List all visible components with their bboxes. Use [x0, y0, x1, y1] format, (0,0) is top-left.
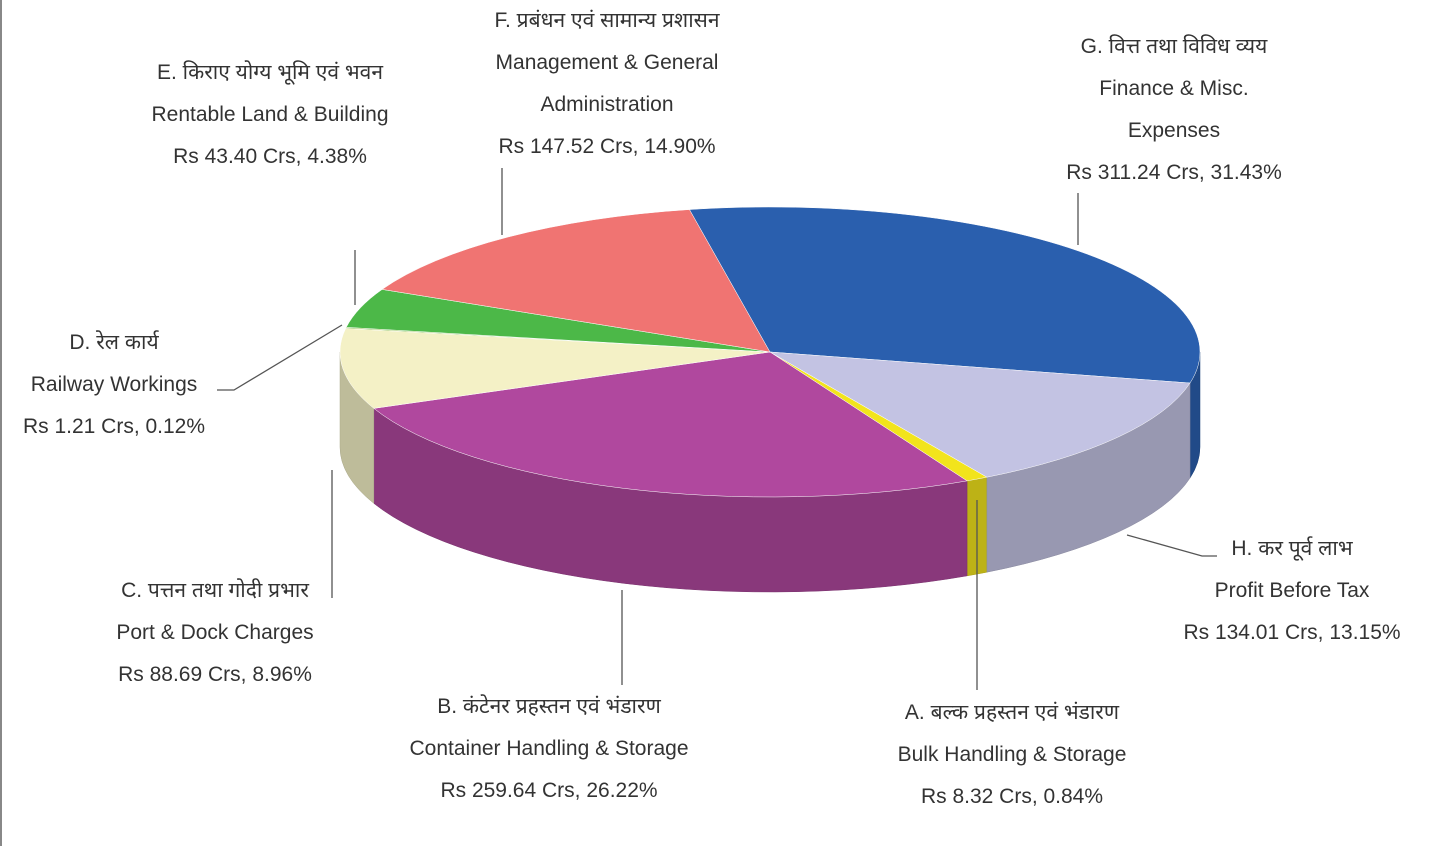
category-label: Bulk Handling & Storage	[897, 743, 1127, 766]
slice-label: A. बल्क प्रहस्तन एवं भंडारण Bulk Handling…	[862, 692, 1162, 818]
category-label: Management & General Administration	[495, 51, 719, 116]
slice	[339, 328, 771, 409]
value-label: Rs 147.52 Crs, 14.90%	[498, 135, 716, 158]
hindi-label: A. बल्क प्रहस्तन एवं भंडारण	[904, 701, 1120, 724]
value-label: Rs 134.01 Crs, 13.15%	[1183, 621, 1401, 644]
category-label: Profit Before Tax	[1214, 579, 1370, 602]
hindi-label: B. कंटेनर प्रहस्तन एवं भंडारण	[437, 695, 661, 718]
value-label: Rs 311.24 Crs, 31.43%	[1066, 161, 1282, 184]
slice-label: F. प्रबंधन एवं सामान्य प्रशासन Management…	[467, 0, 747, 168]
hindi-label: D. रेल कार्य	[69, 331, 159, 354]
category-label: Rentable Land & Building	[151, 103, 389, 126]
category-label: Container Handling & Storage	[409, 737, 689, 760]
hindi-label: G. वित्त तथा विविध व्यय	[1080, 35, 1268, 58]
category-label: Finance & Misc. Expenses	[1099, 77, 1249, 142]
slice	[769, 351, 1191, 478]
slice	[381, 209, 771, 353]
slice	[373, 351, 968, 498]
value-label: Rs 259.64 Crs, 26.22%	[440, 779, 658, 802]
leader-line	[217, 324, 343, 391]
pie-tops	[339, 206, 1201, 498]
pie-sides	[339, 351, 1201, 593]
value-label: Rs 1.21 Crs, 0.12%	[22, 415, 206, 438]
slice	[689, 206, 1201, 384]
slice-label: C. पत्तन तथा गोदी प्रभार Port & Dock Char…	[85, 570, 345, 696]
slice-label: E. किराए योग्य भूमि एवं भवन Rentable Land…	[150, 52, 390, 178]
value-label: Rs 43.40 Crs, 4.38%	[173, 145, 367, 168]
slice-label: G. वित्त तथा विविध व्यय Finance & Misc. E…	[1054, 26, 1294, 194]
category-label: Port & Dock Charges	[116, 621, 314, 644]
hindi-label: E. किराए योग्य भूमि एवं भवन	[156, 61, 384, 84]
slice-label: B. कंटेनर प्रहस्तन एवं भंडारण Container H…	[409, 686, 689, 812]
value-label: Rs 88.69 Crs, 8.96%	[118, 663, 312, 686]
hindi-label: H. कर पूर्व लाभ	[1231, 537, 1353, 560]
slice-label: H. कर पूर्व लाभ Profit Before Tax Rs 134.0…	[1152, 528, 1432, 654]
value-label: Rs 8.32 Crs, 0.84%	[920, 785, 1104, 808]
leader-line	[1126, 534, 1217, 557]
category-label: Railway Workings	[30, 373, 198, 396]
slice-label: D. रेल कार्य Railway Workings Rs 1.21 Crs,…	[2, 322, 229, 448]
hindi-label: C. पत्तन तथा गोदी प्रभार	[121, 579, 309, 602]
hindi-label: F. प्रबंधन एवं सामान्य प्रशासन	[494, 9, 720, 32]
